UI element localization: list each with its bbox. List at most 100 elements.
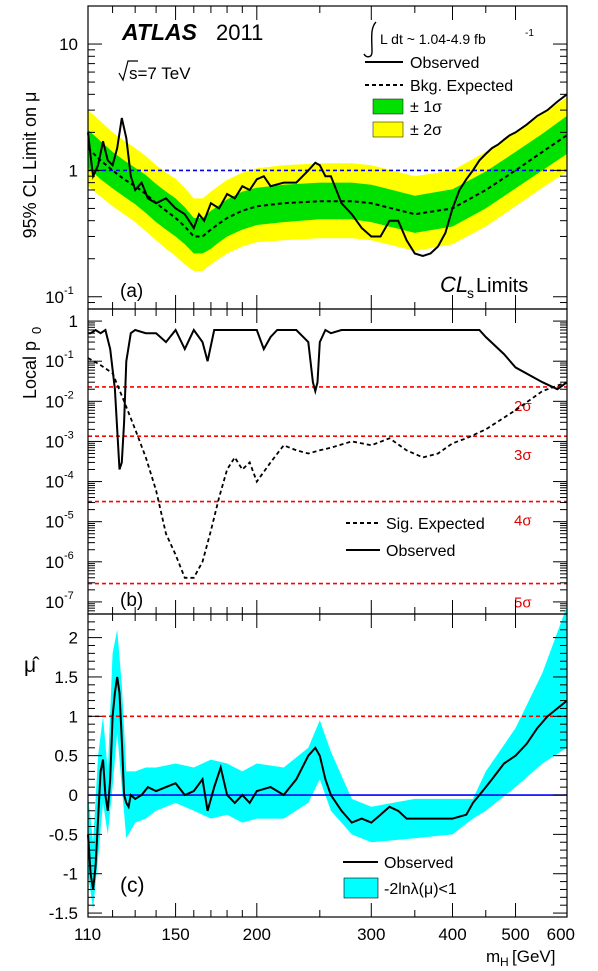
luminosity-label: L dt ~ 1.04-4.9 fb (380, 31, 486, 47)
legend-expected-label: Bkg. Expected (410, 78, 513, 95)
y-tick-label: 2 (69, 629, 78, 648)
y-tick-label: 10 (45, 513, 64, 532)
panel-b-observed-line (88, 328, 568, 470)
panel-b-tag: (b) (120, 590, 143, 611)
legend-band-swatch (343, 877, 379, 899)
sqrt-symbol (118, 60, 138, 82)
y-tick-label-exponent: -3 (64, 429, 74, 441)
x-tick-label: 110 (74, 925, 101, 944)
y-tick-label: 10 (45, 593, 64, 612)
observed-mu-line (87, 676, 568, 890)
panel-c-ticks: -1.5 -1 -0.5 0 0.5 1 1.5 2 (49, 613, 568, 923)
panel-c-tag: (c) (120, 874, 145, 897)
y-tick-label: 10 (45, 553, 64, 572)
observed-p0-line (88, 328, 568, 470)
y-tick-label-exponent: -4 (64, 470, 74, 482)
panel-c-mu-hat: -1.5-1-0.500.511.52 Observed -2lnλ(μ)<1 … (24, 606, 568, 923)
y-tick-label: 0.5 (54, 747, 78, 766)
panel-b-ticks: 10 -710 -610 -510 -410 -310 -210 -11 (45, 309, 568, 615)
y-tick-label: 0 (69, 786, 78, 805)
panel-a-limits: 10 -1 1 10 ATLAS 2011 s=7 TeV L dt ~ 1.04-4… (20, 5, 568, 310)
panel-b-frame (87, 308, 568, 615)
x-tick-label: 150 (161, 925, 189, 944)
legend-observed-b-label: Observed (386, 543, 455, 560)
mu-band-area (88, 606, 567, 910)
y-tick-label-exponent: -6 (64, 550, 74, 562)
x-axis-tick-labels: 110 150 200 300 400 500 600 (74, 925, 575, 944)
panel-a-ticks: 10 -1 1 10 (45, 5, 568, 310)
y-tick-label: 1 (69, 312, 78, 331)
cls-label-main: CL (440, 272, 468, 297)
band-1sigma-area (88, 115, 567, 254)
y-tick-label-exponent: -5 (64, 510, 74, 522)
y-tick-label: 10 (45, 288, 64, 307)
panel-c-reference-lines (88, 715, 567, 796)
y-tick-label: 1 (69, 707, 78, 726)
x-axis-label-unit: [GeV] (512, 947, 555, 966)
panel-b-legend: Sig. Expected Observed (346, 516, 485, 560)
x-tick-label: 200 (243, 925, 271, 944)
y-tick-label: 1 (69, 161, 78, 180)
x-tick-label: 500 (501, 925, 529, 944)
energy-label-group: s=7 TeV (118, 60, 191, 83)
legend-2sigma-swatch (372, 121, 404, 138)
y-tick-label: -0.5 (49, 825, 78, 844)
experiment-label: ATLAS (121, 19, 198, 45)
panel-a-legend: Observed Bkg. Expected ± 1σ ± 2σ (365, 55, 513, 139)
y-tick-label: 10 (45, 392, 64, 411)
cls-label-sub: s (467, 285, 474, 301)
panel-b-expected-line (87, 357, 568, 579)
legend-sig-expected-label: Sig. Expected (386, 516, 485, 533)
year-label: 2011 (216, 20, 263, 45)
panel-a-expected-line (87, 134, 568, 238)
x-tick-label: 600 (547, 925, 575, 944)
expected-p0-line (87, 357, 568, 579)
panel-b-ylabel-sub: 0 (29, 327, 44, 334)
y-tick-label-exponent: -7 (64, 590, 74, 602)
y-tick-label-exponent: -1 (64, 349, 74, 361)
panel-c-band (88, 606, 567, 910)
panel-a-observed-line (87, 93, 568, 258)
legend-observed-label: Observed (410, 55, 479, 72)
panel-b-ylabel: Local p (20, 341, 40, 399)
y-tick-label: 10 (59, 35, 78, 54)
luminosity-label-group: L dt ~ 1.04-4.9 fb -1 (363, 21, 534, 58)
panel-c-ylabel: μ̂ (24, 654, 40, 677)
significance-label-3sigma: 3σ (514, 447, 532, 464)
integral-icon (363, 21, 377, 58)
panel-a-ylabel: 95% CL Limit on μ (20, 92, 40, 239)
cls-label: CL s Limits (440, 272, 528, 301)
x-tick-label: 400 (438, 925, 466, 944)
x-axis-label-main: m (486, 947, 500, 966)
y-tick-label: -1.5 (49, 904, 78, 923)
panel-c-observed-line (87, 676, 568, 890)
significance-label-4sigma: 4σ (514, 513, 532, 530)
y-tick-label: 10 (45, 352, 64, 371)
legend-1sigma-label: ± 1σ (410, 99, 442, 116)
x-axis-label: m H [GeV] (486, 947, 555, 969)
y-tick-label: 10 (45, 432, 64, 451)
energy-label: s=7 TeV (129, 64, 191, 83)
legend-2sigma-label: ± 2σ (410, 122, 442, 139)
expected-limit-line (87, 134, 568, 238)
y-tick-label: 1.5 (54, 668, 78, 687)
panel-c-frame (87, 613, 568, 918)
observed-limit-line (87, 93, 568, 258)
y-tick-label: -1 (63, 865, 78, 884)
x-axis-label-sub: H (500, 955, 509, 969)
legend-band-label: -2lnλ(μ)<1 (384, 881, 457, 898)
y-tick-label-exponent: -2 (64, 389, 74, 401)
y-tick-label: 10 (45, 473, 64, 492)
x-tick-label: 300 (357, 925, 385, 944)
cls-label-rest: Limits (476, 275, 528, 297)
luminosity-exponent: -1 (525, 28, 534, 39)
legend-observed-c-label: Observed (384, 855, 453, 872)
panel-b-ylabel-group: Local p 0 (20, 327, 44, 399)
legend-1sigma-swatch (372, 98, 404, 115)
significance-label-5sigma: 5σ (514, 595, 532, 612)
panel-c-legend: Observed -2lnλ(μ)<1 (343, 855, 457, 899)
